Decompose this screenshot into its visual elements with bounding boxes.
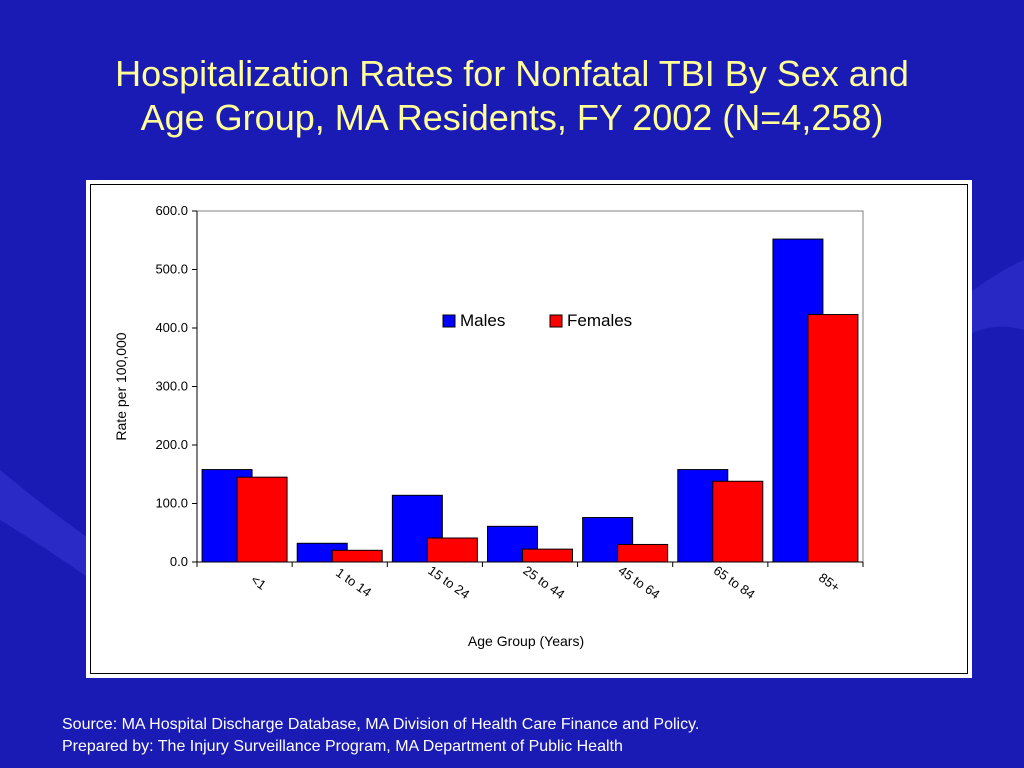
x-tick-label: 45 to 64 — [616, 563, 663, 602]
legend-label-females: Females — [567, 311, 632, 330]
x-tick-label: 85+ — [816, 570, 843, 595]
y-tick-label: 300.0 — [155, 379, 188, 394]
footer: Source: MA Hospital Discharge Database, … — [62, 714, 1002, 758]
bar-females — [522, 548, 573, 563]
y-tick-label: 600.0 — [155, 203, 188, 218]
x-tick-label: 1 to 14 — [333, 565, 374, 600]
y-tick-label: 400.0 — [155, 320, 188, 335]
source-note: Source: MA Hospital Discharge Database, … — [62, 716, 700, 733]
bar-females — [236, 476, 288, 563]
y-tick-label: 200.0 — [155, 437, 188, 452]
x-tick-label: 15 to 24 — [425, 563, 472, 602]
chart-border — [90, 184, 968, 674]
title-line-2: Age Group, MA Residents, FY 2002 (N=4,25… — [140, 97, 884, 138]
y-tick-label: 0.0 — [170, 554, 188, 569]
x-tick-label: <1 — [248, 572, 269, 593]
bar-females — [331, 549, 383, 563]
legend-label-males: Males — [460, 311, 505, 330]
x-tick-label: 25 to 44 — [520, 563, 567, 602]
chart-frame: 0.0 100.0 200.0 300.0 400.0 500.0 600.0 <1 1 to … — [86, 180, 972, 678]
bar-chart: 0.0 100.0 200.0 300.0 400.0 500.0 600.0 <1 1 to … — [113, 203, 864, 649]
legend-swatch-females — [549, 314, 563, 328]
bar-females — [617, 543, 669, 563]
slide-title: Hospitalization Rates for Nonfatal TBI B… — [40, 52, 984, 140]
bar-females — [807, 314, 859, 563]
x-tick-label: 65 to 84 — [711, 563, 758, 602]
legend-swatch-males — [442, 314, 456, 328]
bar-females — [426, 537, 478, 563]
y-tick-label: 100.0 — [155, 496, 188, 511]
x-axis-title: Age Group (Years) — [468, 633, 584, 649]
bar-females — [712, 480, 764, 563]
prepared-by-note: Prepared by: The Injury Surveillance Pro… — [62, 738, 623, 755]
y-axis-title: Rate per 100,000 — [113, 332, 129, 440]
title-line-1: Hospitalization Rates for Nonfatal TBI B… — [115, 53, 909, 94]
y-tick-label: 500.0 — [155, 262, 188, 277]
